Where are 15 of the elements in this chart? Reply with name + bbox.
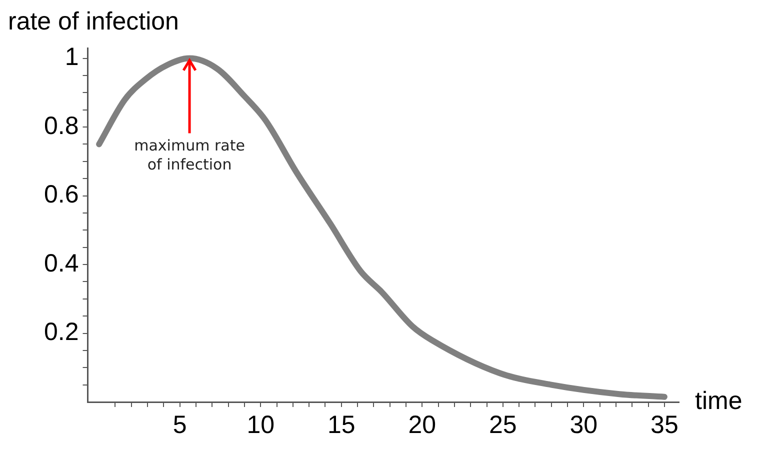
y-tick-label: 1 xyxy=(64,43,79,72)
y-tick-label: 0.2 xyxy=(44,318,79,346)
x-tick-label: 30 xyxy=(570,410,598,439)
x-tick-label: 10 xyxy=(246,410,275,439)
y-tick-label: 0.6 xyxy=(44,180,79,209)
x-tick-label: 5 xyxy=(172,410,187,439)
annotation: maximum rate of infection xyxy=(134,136,245,174)
y-axis-title: rate of infection xyxy=(8,7,179,36)
x-tick-label: 15 xyxy=(327,410,356,439)
x-tick-label: 35 xyxy=(650,410,678,439)
x-axis-title: time xyxy=(695,386,742,415)
x-tick-label: 25 xyxy=(489,410,517,439)
y-tick-label: 0.8 xyxy=(44,112,79,140)
y-tick-label: 0.4 xyxy=(44,249,79,278)
x-tick-label: 20 xyxy=(408,410,436,439)
